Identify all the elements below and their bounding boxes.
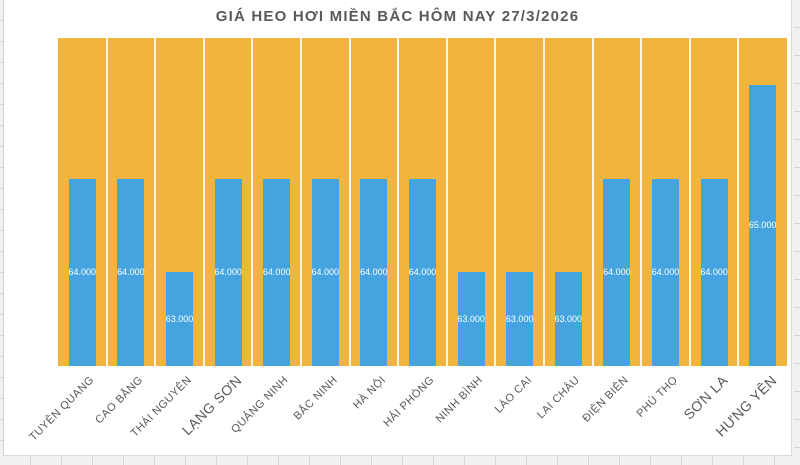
x-axis-label-lai-châu: LAI CHÂU	[535, 374, 583, 422]
bar-bắc-ninh[interactable]: 64.000	[311, 178, 340, 366]
bar-value-label: 65.000	[748, 220, 777, 231]
chart-title: GIÁ HEO HƠI MIỀN BẮC HÔM NAY 27/3/2026	[215, 8, 580, 25]
category-separator-line	[397, 38, 400, 366]
bar-value-label: 63.000	[505, 314, 534, 325]
category-separator-line	[300, 38, 302, 366]
x-axis-label-phú-thọ: PHÚ THỌ	[633, 374, 680, 420]
worksheet-gridlines-right	[794, 0, 800, 456]
bar-value-label: 63.000	[554, 314, 583, 325]
bar-value-label: 64.000	[603, 267, 631, 278]
bar-value-label: 64.000	[700, 267, 728, 278]
bar-value-label: 64.000	[408, 267, 437, 278]
bar-điện-biên[interactable]: 64.000	[603, 178, 631, 366]
bar-thái-nguyên[interactable]: 63.000	[166, 272, 193, 366]
bar-value-label: 64.000	[360, 267, 388, 278]
worksheet-gridlines-left	[0, 0, 4, 456]
x-axis-label-ninh-bình: NINH BÌNH	[433, 374, 486, 426]
x-axis-label-hà-nội: HÀ NỘI	[350, 374, 389, 412]
category-separator-line	[202, 38, 205, 366]
bar-hà-nội[interactable]: 64.000	[360, 178, 388, 366]
bar-hải-phòng[interactable]: 64.000	[408, 178, 437, 366]
bar-value-label: 63.000	[165, 314, 194, 325]
bar-tuyên-quang[interactable]: 64.000	[68, 178, 97, 366]
x-axis-labels: TUYÊN QUANG CAO BẰNG THÁI NGUYÊN LẠNG SƠN QU…	[27, 370, 787, 455]
x-axis-label-lào-cai: LÀO CAI	[492, 374, 535, 416]
bar-cao-bằng[interactable]: 64.000	[117, 178, 145, 366]
category-separator-line	[154, 38, 157, 366]
category-separator-line	[688, 38, 691, 366]
category-separator-line	[251, 38, 254, 366]
bar-value-label: 64.000	[117, 267, 145, 278]
bar-value-label: 63.000	[457, 314, 485, 325]
bar-value-label: 64.000	[214, 267, 242, 278]
bar-hưng-yên[interactable]: 65.000	[748, 84, 777, 366]
bar-sơn-la[interactable]: 64.000	[700, 178, 728, 366]
category-separator-line	[445, 38, 448, 366]
plot-area: 64.000 64.000 63.000 64.000 64.000 64.000 64.0…	[58, 38, 787, 366]
category-separator-line	[640, 38, 643, 366]
bar-lai-châu[interactable]: 63.000	[555, 272, 582, 366]
bar-ninh-bình[interactable]: 63.000	[457, 272, 485, 366]
category-separator-line	[105, 38, 108, 366]
category-separator-line	[591, 38, 594, 366]
bar-value-label: 64.000	[262, 267, 291, 278]
category-separator-line	[737, 38, 740, 366]
bar-value-label: 64.000	[651, 267, 680, 278]
bar-value-label: 64.000	[311, 267, 340, 278]
bar-lào-cai[interactable]: 63.000	[506, 272, 533, 366]
x-axis-label-bắc-ninh: BẮC NINH	[291, 374, 340, 423]
category-separator-line	[348, 38, 351, 366]
x-axis-label-hải-phòng: HẢI PHÒNG	[381, 374, 437, 430]
bar-quảng-ninh[interactable]: 64.000	[262, 178, 291, 366]
bar-phú-thọ[interactable]: 64.000	[651, 178, 680, 366]
x-axis-label-cao-bằng: CAO BẰNG	[92, 374, 146, 427]
category-separator-line	[543, 38, 545, 366]
bar-lạng-sơn[interactable]: 64.000	[214, 178, 242, 366]
x-axis-label-điện-biên: ĐIỆN BIÊN	[580, 374, 632, 425]
bar-value-label: 64.000	[68, 267, 97, 278]
category-separator-line	[494, 38, 497, 366]
worksheet-gridlines-bottom	[0, 456, 800, 465]
